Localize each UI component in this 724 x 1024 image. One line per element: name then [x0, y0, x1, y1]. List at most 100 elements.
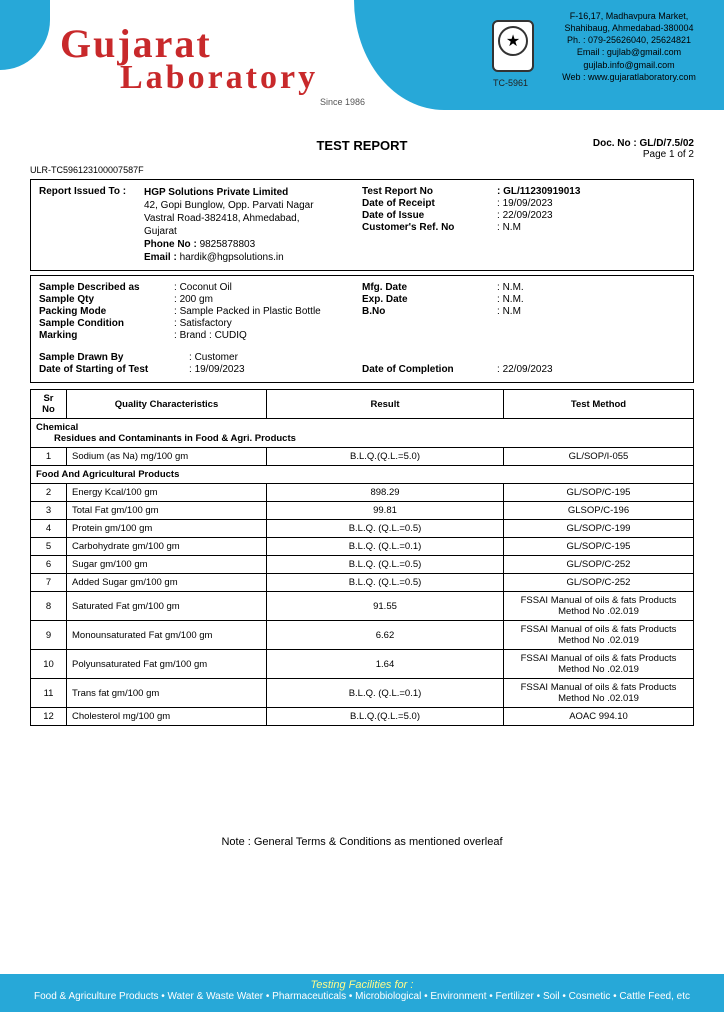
addr-line2: Vastral Road-382418, Ahmedabad,: [144, 212, 314, 225]
contact-web: Web : www.gujaratlaboratory.com: [549, 71, 709, 83]
footer-band: Testing Facilities for : Food & Agricult…: [0, 974, 724, 1012]
cell-sr: 5: [31, 538, 67, 556]
cond-label: Sample Condition: [39, 318, 174, 329]
cell-characteristic: Sodium (as Na) mg/100 gm: [67, 448, 267, 466]
table-row: 5Carbohydrate gm/100 gmB.L.Q. (Q.L.=0.1)…: [31, 538, 694, 556]
cell-result: B.L.Q. (Q.L.=0.1): [267, 538, 504, 556]
company-logo: Gujarat Laboratory Since 1986: [60, 20, 365, 107]
report-title: TEST REPORT: [316, 138, 407, 153]
pack-label: Packing Mode: [39, 306, 174, 317]
addr-line3: Gujarat: [144, 225, 314, 238]
cond-value: Satisfactory: [174, 318, 362, 329]
company-name: HGP Solutions Private Limited: [144, 186, 314, 199]
section-chemical-sub: Residues and Contaminants in Food & Agri…: [36, 433, 688, 444]
cell-method: GL/SOP/C-199: [504, 520, 694, 538]
drawn-label: Sample Drawn By: [39, 352, 189, 363]
mfg-value: N.M.: [497, 282, 685, 293]
comp-value: 22/09/2023: [497, 364, 685, 375]
addr-line1: 42, Gopi Bunglow, Opp. Parvati Nagar: [144, 199, 314, 212]
drawn-value: Customer: [189, 352, 362, 363]
title-row: TEST REPORT Doc. No : GL/D/7.5/02 Page 1…: [30, 138, 694, 153]
table-row: 1Sodium (as Na) mg/100 gmB.L.Q.(Q.L.=5.0…: [31, 448, 694, 466]
cell-characteristic: Carbohydrate gm/100 gm: [67, 538, 267, 556]
table-row: 6Sugar gm/100 gmB.L.Q. (Q.L.=0.5)GL/SOP/…: [31, 556, 694, 574]
cell-sr: 8: [31, 592, 67, 621]
cell-result: B.L.Q. (Q.L.=0.1): [267, 679, 504, 708]
qty-value: 200 gm: [174, 294, 362, 305]
cell-method: FSSAI Manual of oils & fats Products Met…: [504, 621, 694, 650]
seal-star-icon: ★: [498, 26, 528, 56]
cell-characteristic: Saturated Fat gm/100 gm: [67, 592, 267, 621]
sample-bottom-right: Date of Completion22/09/2023: [362, 352, 685, 376]
cell-characteristic: Protein gm/100 gm: [67, 520, 267, 538]
cell-sr: 1: [31, 448, 67, 466]
cell-result: 1.64: [267, 650, 504, 679]
email-row: Email : hardik@hgpsolutions.in: [144, 251, 314, 264]
table-row: 9Monounsaturated Fat gm/100 gm6.62FSSAI …: [31, 621, 694, 650]
table-row: 12Cholesterol mg/100 gmB.L.Q.(Q.L.=5.0)A…: [31, 708, 694, 726]
issued-address: HGP Solutions Private Limited 42, Gopi B…: [144, 186, 314, 264]
section-chemical: Chemical: [36, 422, 688, 433]
col-res: Result: [267, 390, 504, 419]
crn-label: Customer's Ref. No: [362, 222, 497, 233]
since-text: Since 1986: [320, 97, 365, 107]
cell-result: B.L.Q. (Q.L.=0.5): [267, 520, 504, 538]
cell-characteristic: Added Sugar gm/100 gm: [67, 574, 267, 592]
col-meth: Test Method: [504, 390, 694, 419]
col-char: Quality Characteristics: [67, 390, 267, 419]
cell-sr: 10: [31, 650, 67, 679]
doc-number: Doc. No : GL/D/7.5/02: [593, 138, 694, 149]
start-value: 19/09/2023: [189, 364, 362, 375]
exp-value: N.M.: [497, 294, 685, 305]
cell-method: FSSAI Manual of oils & fats Products Met…: [504, 592, 694, 621]
ulr-number: ULR-TC596123100007587F: [30, 165, 694, 175]
crn-value: N.M: [497, 222, 685, 233]
section-row: ChemicalResidues and Contaminants in Foo…: [31, 419, 694, 448]
phone-row: Phone No : 9825878803: [144, 238, 314, 251]
page-body: TEST REPORT Doc. No : GL/D/7.5/02 Page 1…: [0, 138, 724, 848]
cell-method: AOAC 994.10: [504, 708, 694, 726]
footer-note: Note : General Terms & Conditions as men…: [30, 836, 694, 848]
page-number: Page 1 of 2: [593, 149, 694, 160]
dor-label: Date of Receipt: [362, 198, 497, 209]
cell-method: GL/SOP/C-252: [504, 556, 694, 574]
cell-sr: 6: [31, 556, 67, 574]
cell-method: GL/SOP/C-252: [504, 574, 694, 592]
cell-method: GL/SOP/C-195: [504, 538, 694, 556]
footer-services: Food & Agriculture Products • Water & Wa…: [8, 991, 716, 1002]
contact-addr2: Shahibaug, Ahmedabad-380004: [549, 22, 709, 34]
cell-characteristic: Sugar gm/100 gm: [67, 556, 267, 574]
doi-label: Date of Issue: [362, 210, 497, 221]
dor-value: 19/09/2023: [497, 198, 685, 209]
trn-value: GL/11230919013: [497, 186, 685, 197]
sample-box: Sample Described asCoconut Oil Sample Qt…: [30, 275, 694, 383]
cell-sr: 9: [31, 621, 67, 650]
bno-value: N.M: [497, 306, 685, 317]
issued-left: Report Issued To : HGP Solutions Private…: [39, 186, 362, 264]
exp-label: Exp. Date: [362, 294, 497, 305]
cell-sr: 4: [31, 520, 67, 538]
trn-label: Test Report No: [362, 186, 497, 197]
tc-number: TC-5961: [493, 78, 528, 88]
cell-result: 91.55: [267, 592, 504, 621]
table-row: 2Energy Kcal/100 gm898.29GL/SOP/C-195: [31, 484, 694, 502]
cell-characteristic: Total Fat gm/100 gm: [67, 502, 267, 520]
doc-meta: Doc. No : GL/D/7.5/02 Page 1 of 2: [593, 138, 694, 160]
results-table: Sr No Quality Characteristics Result Tes…: [30, 389, 694, 726]
table-row: 3Total Fat gm/100 gm99.81GLSOP/C-196: [31, 502, 694, 520]
issued-right: Test Report NoGL/11230919013 Date of Rec…: [362, 186, 685, 264]
desc-label: Sample Described as: [39, 282, 174, 293]
logo-text-2: Laboratory: [120, 59, 365, 97]
contact-addr1: F-16,17, Madhavpura Market,: [549, 10, 709, 22]
contact-email1: Email : gujlab@gmail.com: [549, 46, 709, 58]
cell-sr: 3: [31, 502, 67, 520]
mark-label: Marking: [39, 330, 174, 341]
table-row: 10Polyunsaturated Fat gm/100 gm1.64FSSAI…: [31, 650, 694, 679]
cell-result: B.L.Q. (Q.L.=0.5): [267, 556, 504, 574]
col-sr: Sr No: [31, 390, 67, 419]
start-label: Date of Starting of Test: [39, 364, 189, 375]
cell-sr: 7: [31, 574, 67, 592]
cell-result: 898.29: [267, 484, 504, 502]
cell-result: 99.81: [267, 502, 504, 520]
table-row: 11Trans fat gm/100 gmB.L.Q. (Q.L.=0.1)FS…: [31, 679, 694, 708]
